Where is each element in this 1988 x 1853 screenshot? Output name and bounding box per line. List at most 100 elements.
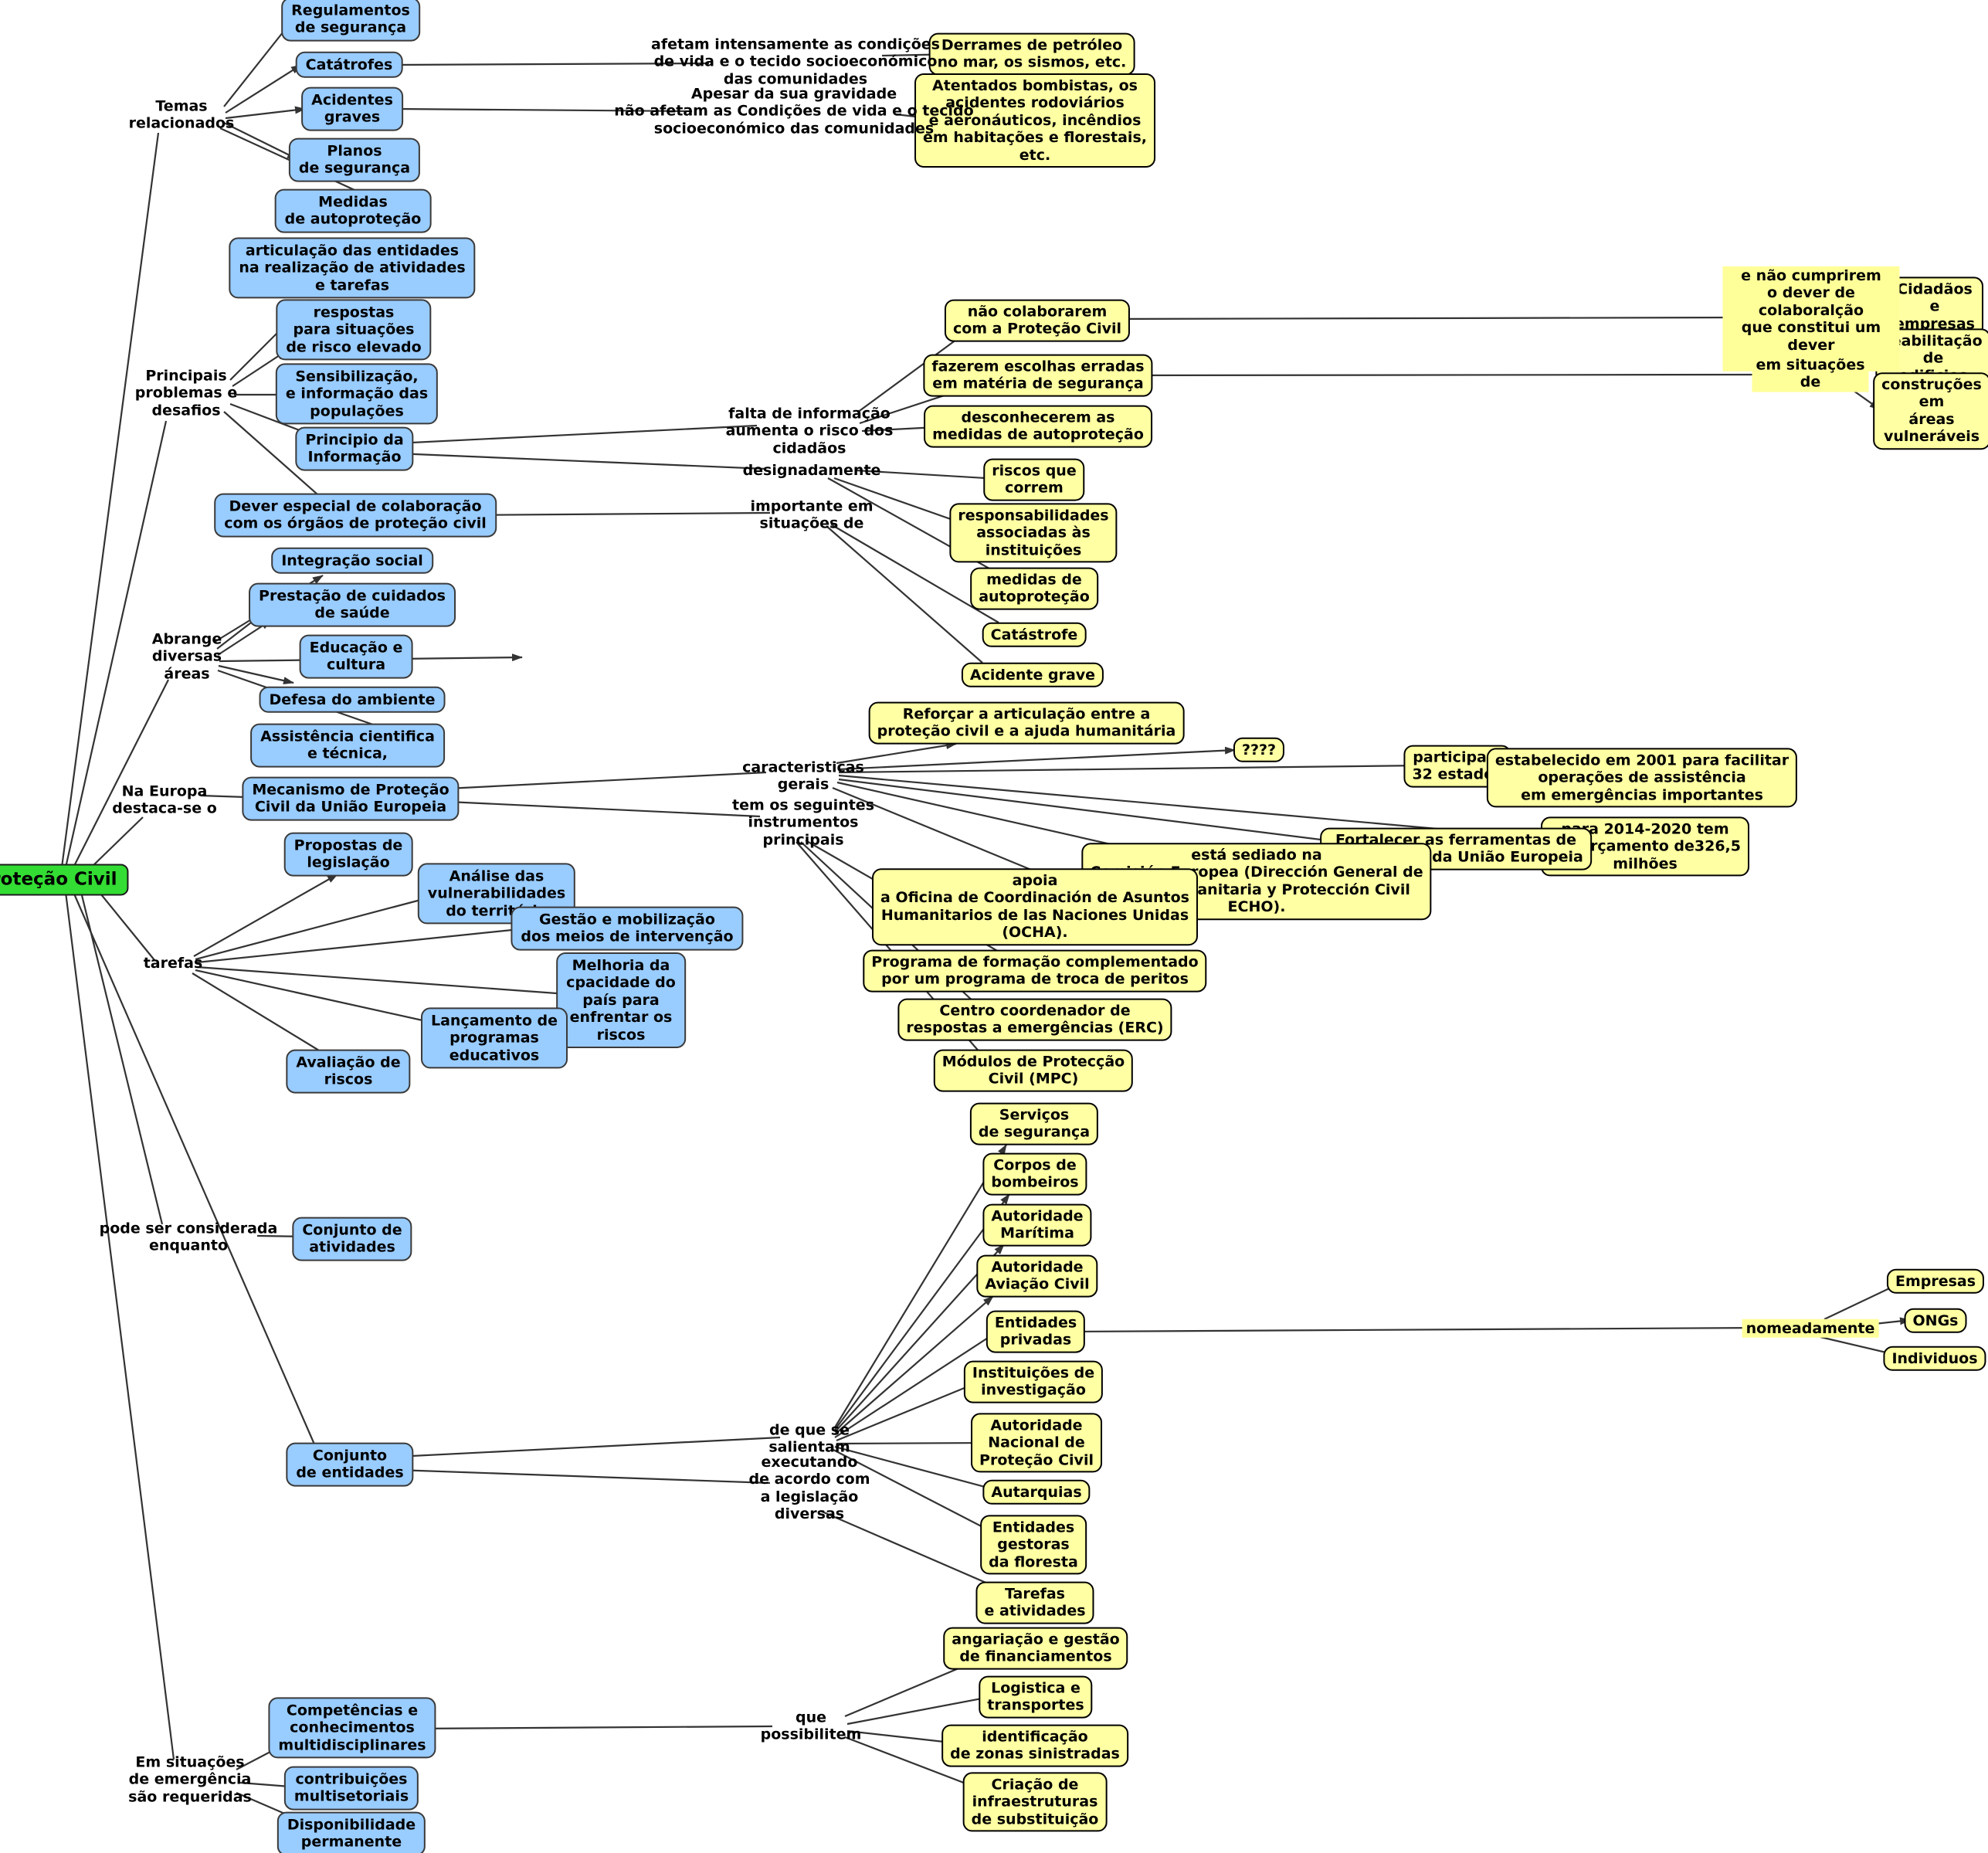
edge-line	[395, 1468, 771, 1485]
concept-node-disponibilidade[interactable]: Disponibilidade permanente	[276, 1811, 426, 1853]
edge-line	[218, 664, 294, 685]
concept-node-qmarks[interactable]: ????	[1233, 737, 1285, 763]
concept-node-catatrofes[interactable]: Catátrofes	[295, 51, 403, 79]
link-phrase-tarefas[interactable]: tarefas	[143, 954, 203, 972]
link-phrase-temas-relacionados[interactable]: Temas relacionados	[128, 97, 235, 132]
concept-node-mecanismo[interactable]: Mecanismo de Proteção Civil da União Eur…	[242, 776, 460, 821]
concept-node-gestao-mobilizacao[interactable]: Gestão e mobilização dos meios de interv…	[511, 906, 744, 951]
concept-node-tarefas-atividades[interactable]: Tarefas e atividades	[975, 1581, 1094, 1624]
concept-node-respostas[interactable]: respostas para situações de risco elevad…	[276, 299, 432, 361]
concept-node-fazerem-escolhas[interactable]: fazerem escolhas erradas em matéria de s…	[923, 354, 1153, 397]
concept-node-construcoes[interactable]: construções em áreas vulneráveis	[1873, 372, 1988, 450]
link-phrase-na-europa[interactable]: Na Europa destaca-se o	[112, 782, 217, 817]
concept-node-principio-informacao[interactable]: Principio da Informação	[295, 426, 414, 471]
concept-node-instituicoes[interactable]: Instituições de investigação	[963, 1360, 1104, 1403]
link-phrase-principais[interactable]: Principais problemas e desafios	[134, 367, 238, 419]
concept-node-educacao-cultura[interactable]: Educação e cultura	[299, 634, 413, 679]
concept-node-sensibilizacao[interactable]: Sensibilização, e informação das populaç…	[275, 363, 439, 425]
concept-node-responsabilidades[interactable]: responsabilidades associadas às institui…	[949, 503, 1118, 563]
concept-node-autarquias[interactable]: Autarquias	[982, 1479, 1091, 1505]
concept-node-nao-colaborarem[interactable]: não colaborarem com a Proteção Civil	[944, 299, 1131, 342]
link-phrase-apesar[interactable]: Apesar da sua gravidade não afetam as Co…	[614, 85, 974, 137]
concept-node-derrames[interactable]: Derrames de petróleo no mar, os sismos, …	[928, 32, 1135, 76]
concept-node-defesa-ambiente[interactable]: Defesa do ambiente	[259, 686, 446, 714]
edge-line	[1070, 1326, 1767, 1333]
concept-node-autoridade-nacional[interactable]: Autoridade Nacional de Proteção Civil	[971, 1413, 1102, 1473]
link-phrase-tem-os-seguintes[interactable]: tem os seguintes instrumentos principais	[732, 796, 874, 849]
edge-line	[80, 891, 164, 1225]
concept-node-atentados[interactable]: Atentados bombistas, os acidentes rodovi…	[914, 73, 1155, 168]
concept-node-prestacao-cuidados[interactable]: Prestação de cuidados de saúde	[249, 582, 456, 627]
concept-node-regulamentos[interactable]: Regulamentos de segurança	[281, 0, 420, 42]
concept-node-modulos-mpc[interactable]: Módulos de Protecção Civil (MPC)	[933, 1049, 1134, 1092]
concept-node-entidades-privadas[interactable]: Entidades privadas	[986, 1310, 1086, 1353]
concept-node-sediado[interactable]: está sediado na Comisión Europea (Direcc…	[1081, 843, 1432, 920]
concept-node-catastrofe[interactable]: Catástrofe	[982, 622, 1087, 648]
concept-node-angariacao[interactable]: angariação e gestão de financiamentos	[943, 1627, 1128, 1670]
edge-line	[64, 891, 175, 1760]
link-phrase-abrange[interactable]: Abrange diversas áreas	[151, 630, 222, 683]
concept-node-dever-especial[interactable]: Dever especial de colaboração com os órg…	[214, 493, 497, 538]
concept-node-conjunto-atividades[interactable]: Conjunto de atividades	[292, 1217, 412, 1261]
concept-node-contribuicoes[interactable]: contribuições multisetoriais	[283, 1766, 419, 1811]
edge-line	[192, 972, 324, 1054]
concept-node-avaliacao-riscos[interactable]: Avaliação de riscos	[286, 1049, 411, 1094]
concept-node-criacao-infra[interactable]: Criação de infraestruturas de substituiç…	[962, 1772, 1108, 1832]
concept-node-individuos[interactable]: Individuos	[1883, 1346, 1986, 1372]
edge-line	[392, 62, 710, 66]
link-phrase-executando[interactable]: executando de acordo com a legislação di…	[748, 1454, 870, 1523]
edge-line	[456, 511, 771, 517]
concept-node-corpos-bombeiros[interactable]: Corpos de bombeiros	[982, 1152, 1087, 1196]
concept-node-lancamento[interactable]: Lançamento de programas educativos	[421, 1007, 568, 1069]
link-phrase-importante-em[interactable]: importante em situações de	[750, 497, 874, 532]
concept-node-propostas[interactable]: Propostas de legislação	[283, 832, 413, 877]
concept-node-autoridade-maritima[interactable]: Autoridade Marítima	[982, 1203, 1092, 1247]
link-phrase-em-situacoes-emergencia[interactable]: Em situações de emergência são requerida…	[128, 1753, 252, 1806]
concept-node-logistica[interactable]: Logistica e transportes	[979, 1675, 1093, 1719]
concept-node-centro-erc[interactable]: Centro coordenador de respostas a emergê…	[897, 998, 1172, 1041]
concept-node-acidente-grave[interactable]: Acidente grave	[961, 662, 1104, 688]
concept-node-melhoria[interactable]: Melhoria da cpacidade do país para enfre…	[556, 952, 686, 1049]
concept-node-desconhecerem[interactable]: desconhecerem as medidas de autoproteção	[924, 405, 1152, 448]
concept-node-programa-formacao[interactable]: Programa de formação complementado por u…	[863, 949, 1207, 993]
concept-node-servicos-seguranca[interactable]: Serviços de segurança	[969, 1102, 1099, 1145]
concept-node-articulacao[interactable]: articulação das entidades na realização …	[229, 237, 476, 299]
concept-node-planos[interactable]: Planos de segurança	[288, 137, 421, 182]
concept-node-assistencia[interactable]: Assistência cientifica e técnica,	[250, 723, 445, 768]
concept-node-competencias[interactable]: Competências e conhecimentos multidiscip…	[268, 1697, 436, 1759]
edge-line	[193, 874, 338, 957]
link-phrase-falta-informacao[interactable]: falta de informação aumenta o risco dos …	[725, 405, 894, 457]
link-phrase-pode-ser[interactable]: pode ser considerada enquanto	[99, 1220, 278, 1254]
link-phrase-em-situacoes-de[interactable]: em situações de	[1752, 355, 1869, 392]
concept-node-conjunto-entidades[interactable]: Conjunto de entidades	[286, 1442, 414, 1487]
concept-node-riscos-correm[interactable]: riscos que correm	[983, 458, 1085, 501]
edge-line	[196, 924, 543, 964]
edge-line	[431, 771, 767, 791]
link-phrase-de-que-se[interactable]: de que se salientam	[768, 1421, 850, 1456]
concept-node-medidas-autoprotecao[interactable]: Medidas de autoproteção	[274, 188, 432, 233]
concept-node-estabelecido[interactable]: estabelecido em 2001 para facilitar oper…	[1486, 748, 1798, 808]
link-phrase-nomeadamente[interactable]: nomeadamente	[1742, 1318, 1879, 1339]
link-phrase-designadamente[interactable]: designadamente	[742, 461, 881, 479]
edge-line	[412, 1725, 773, 1730]
link-phrase-nao-cumprirem[interactable]: e não cumprirem o dever de colaboralção …	[1722, 266, 1900, 372]
concept-node-reforcar[interactable]: Reforçar a articulação entre a proteção …	[868, 701, 1185, 745]
concept-node-acidentes-graves[interactable]: Acidentes graves	[301, 87, 403, 131]
concept-node-autoridade-aviacao[interactable]: Autoridade Aviação Civil	[976, 1254, 1098, 1298]
concept-node-cidadaos-empresas[interactable]: Cidadãos e empresas	[1886, 277, 1983, 337]
link-phrase-que-possibilitem[interactable]: que possibilitem	[760, 1709, 862, 1743]
concept-node-protecao-civil[interactable]: Proteção Civil	[0, 864, 129, 896]
concept-node-empresas[interactable]: Empresas	[1886, 1268, 1985, 1295]
link-phrase-afetam[interactable]: afetam intensamente as condições de vida…	[651, 36, 940, 88]
concept-node-integracao-social[interactable]: Integração social	[271, 547, 433, 575]
concept-node-ongs[interactable]: ONGs	[1904, 1308, 1967, 1334]
concept-node-apoia-ocha[interactable]: apoia a Oficina de Coordinación de Asunt…	[872, 868, 1198, 945]
link-phrase-caracteristicas[interactable]: caracteristicas gerais	[742, 759, 864, 793]
edge-line	[836, 1439, 990, 1447]
edge-line	[836, 1380, 980, 1442]
concept-node-entidades-gestoras[interactable]: Entidades gestoras da floresta	[980, 1515, 1087, 1575]
edge-line	[60, 132, 160, 868]
concept-node-medidas-auto-2[interactable]: medidas de autoproteção	[970, 567, 1098, 610]
concept-node-identificacao[interactable]: identificação de zonas sinistradas	[941, 1724, 1128, 1767]
edge-line	[836, 781, 1142, 854]
